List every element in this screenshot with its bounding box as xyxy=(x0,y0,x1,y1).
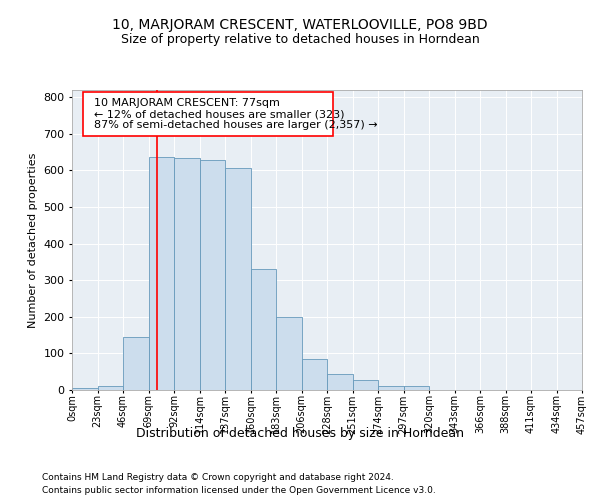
Bar xyxy=(174,158,199,390)
Bar xyxy=(276,317,302,390)
Bar xyxy=(327,374,353,390)
Bar xyxy=(225,168,251,390)
Text: Distribution of detached houses by size in Horndean: Distribution of detached houses by size … xyxy=(136,428,464,440)
Bar xyxy=(149,157,174,390)
Bar xyxy=(199,160,225,390)
Bar xyxy=(378,386,404,390)
Bar xyxy=(582,388,600,390)
Bar xyxy=(302,359,327,390)
Text: Contains HM Land Registry data © Crown copyright and database right 2024.: Contains HM Land Registry data © Crown c… xyxy=(42,472,394,482)
Text: Size of property relative to detached houses in Horndean: Size of property relative to detached ho… xyxy=(121,32,479,46)
Text: ← 12% of detached houses are smaller (323): ← 12% of detached houses are smaller (32… xyxy=(94,110,344,120)
Bar xyxy=(72,388,97,390)
FancyBboxPatch shape xyxy=(83,92,332,136)
Text: 87% of semi-detached houses are larger (2,357) →: 87% of semi-detached houses are larger (… xyxy=(94,120,378,130)
Text: Contains public sector information licensed under the Open Government Licence v3: Contains public sector information licen… xyxy=(42,486,436,495)
Bar xyxy=(251,270,276,390)
Bar xyxy=(353,380,378,390)
Text: 10, MARJORAM CRESCENT, WATERLOOVILLE, PO8 9BD: 10, MARJORAM CRESCENT, WATERLOOVILLE, PO… xyxy=(112,18,488,32)
Bar xyxy=(97,386,123,390)
Bar xyxy=(123,337,149,390)
Y-axis label: Number of detached properties: Number of detached properties xyxy=(28,152,38,328)
Bar xyxy=(404,386,429,390)
Text: 10 MARJORAM CRESCENT: 77sqm: 10 MARJORAM CRESCENT: 77sqm xyxy=(94,98,280,108)
